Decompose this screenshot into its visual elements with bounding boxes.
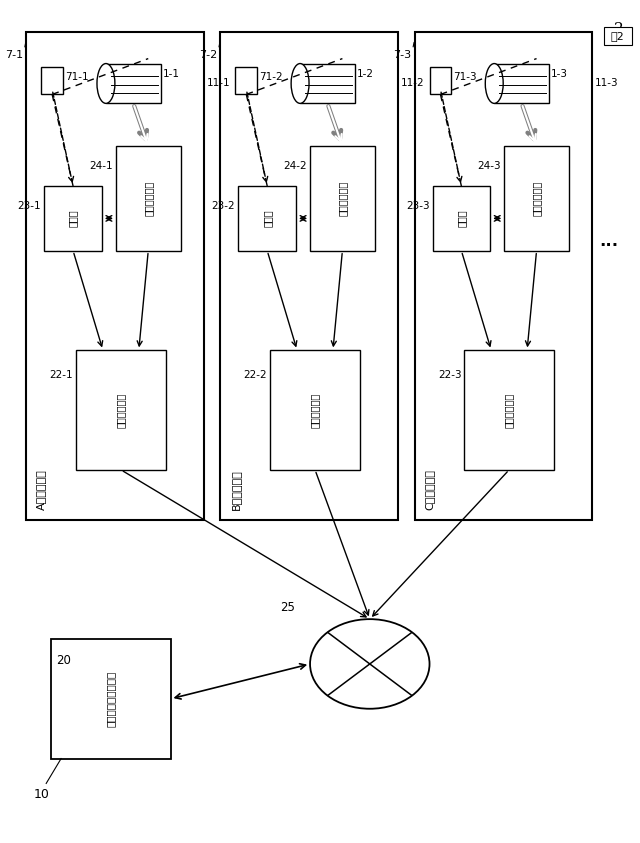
Bar: [604, 27, 632, 45]
Text: 22-3: 22-3: [438, 370, 461, 380]
Text: 25: 25: [280, 601, 295, 615]
Text: 23-2: 23-2: [212, 201, 236, 211]
Text: 23-3: 23-3: [406, 201, 429, 211]
Text: 情報読取装置: 情報読取装置: [143, 181, 153, 216]
Text: 2: 2: [614, 22, 623, 35]
Text: 7-2: 7-2: [199, 50, 218, 60]
Bar: [44, 186, 102, 250]
Text: 1-1: 1-1: [163, 68, 180, 78]
Text: 情報読取装置: 情報読取装置: [532, 181, 541, 216]
Bar: [429, 67, 451, 94]
Ellipse shape: [485, 63, 503, 104]
Text: 受信器: 受信器: [68, 210, 78, 228]
Text: 11-2: 11-2: [401, 78, 424, 89]
Text: 24-2: 24-2: [284, 161, 307, 171]
Bar: [433, 186, 490, 250]
Bar: [415, 32, 592, 519]
Bar: [106, 63, 161, 104]
Bar: [236, 67, 257, 94]
Text: 71-3: 71-3: [453, 72, 477, 82]
Text: 図2: 図2: [611, 30, 625, 40]
Text: 24-1: 24-1: [89, 161, 113, 171]
Bar: [300, 63, 355, 104]
Text: C施設の居室: C施設の居室: [424, 469, 435, 510]
Text: 20: 20: [56, 654, 71, 667]
Bar: [494, 63, 549, 104]
Text: 受信器: 受信器: [262, 210, 272, 228]
Bar: [116, 146, 180, 250]
Text: 11-3: 11-3: [595, 78, 618, 89]
Text: 7-1: 7-1: [5, 50, 23, 60]
Text: 24-3: 24-3: [477, 161, 501, 171]
Bar: [310, 146, 375, 250]
Bar: [270, 351, 360, 470]
Ellipse shape: [291, 63, 309, 104]
Text: 10: 10: [33, 788, 49, 802]
Text: 温度収集端末: 温度収集端末: [504, 393, 514, 427]
Text: 情報読取装置: 情報読取装置: [337, 181, 348, 216]
Text: 受信器: 受信器: [456, 210, 467, 228]
Text: 22-1: 22-1: [49, 370, 73, 380]
Text: 温度収集端末: 温度収集端末: [116, 393, 126, 427]
Text: B施設の居室: B施設の居室: [230, 469, 241, 510]
Bar: [504, 146, 569, 250]
Text: 7-3: 7-3: [394, 50, 412, 60]
Bar: [465, 351, 554, 470]
Text: ...: ...: [599, 232, 618, 250]
Text: A施設の居室: A施設の居室: [36, 469, 46, 510]
Text: 温度履歴管理サーバ: 温度履歴管理サーバ: [106, 671, 116, 727]
Text: 1-3: 1-3: [551, 68, 568, 78]
Bar: [220, 32, 397, 519]
Text: 23-1: 23-1: [17, 201, 41, 211]
Bar: [76, 351, 166, 470]
Bar: [51, 639, 171, 759]
Text: 22-2: 22-2: [244, 370, 268, 380]
Text: 71-1: 71-1: [65, 72, 89, 82]
Bar: [26, 32, 204, 519]
Bar: [41, 67, 63, 94]
Text: 11-1: 11-1: [207, 78, 230, 89]
Ellipse shape: [97, 63, 115, 104]
Text: 温度収集端末: 温度収集端末: [310, 393, 320, 427]
Text: 1-2: 1-2: [357, 68, 374, 78]
Bar: [238, 186, 296, 250]
Ellipse shape: [310, 619, 429, 709]
Text: 71-2: 71-2: [259, 72, 283, 82]
